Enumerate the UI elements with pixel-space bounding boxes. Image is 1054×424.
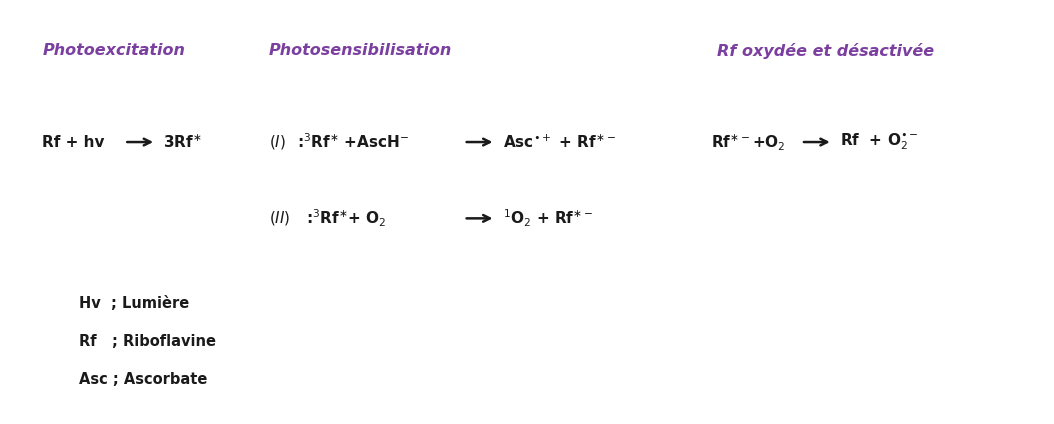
Text: :$^{3}$Rf$^{\ast}$+ O$_{2}$: :$^{3}$Rf$^{\ast}$+ O$_{2}$: [306, 208, 386, 229]
Text: Rf  + O$_{2}^{\bullet -}$: Rf + O$_{2}^{\bullet -}$: [840, 132, 919, 152]
Text: Rf$^{\ast -}$+O$_{2}$: Rf$^{\ast -}$+O$_{2}$: [711, 132, 786, 152]
Text: :$^{3}$Rf$^{\ast}$ +AscH$^{-}$: :$^{3}$Rf$^{\ast}$ +AscH$^{-}$: [297, 133, 409, 151]
Text: $(II)$: $(II)$: [269, 209, 290, 227]
Text: Photoexcitation: Photoexcitation: [42, 43, 186, 59]
Text: Asc ; Ascorbate: Asc ; Ascorbate: [79, 372, 208, 387]
Text: Asc$^{\bullet +}$ + Rf$^{\ast -}$: Asc$^{\bullet +}$ + Rf$^{\ast -}$: [503, 134, 616, 151]
Text: Rf oxydée et désactivée: Rf oxydée et désactivée: [717, 43, 934, 59]
Text: 3Rf$^{\ast}$: 3Rf$^{\ast}$: [163, 134, 202, 151]
Text: Photosensibilisation: Photosensibilisation: [269, 43, 452, 59]
Text: $(I)$: $(I)$: [269, 133, 286, 151]
Text: Rf   ; Riboflavine: Rf ; Riboflavine: [79, 334, 216, 349]
Text: Hv  ; Lumière: Hv ; Lumière: [79, 296, 190, 311]
Text: $^{1}$O$_{2}$ + Rf$^{\ast -}$: $^{1}$O$_{2}$ + Rf$^{\ast -}$: [503, 208, 593, 229]
Text: Rf + hv: Rf + hv: [42, 134, 104, 150]
